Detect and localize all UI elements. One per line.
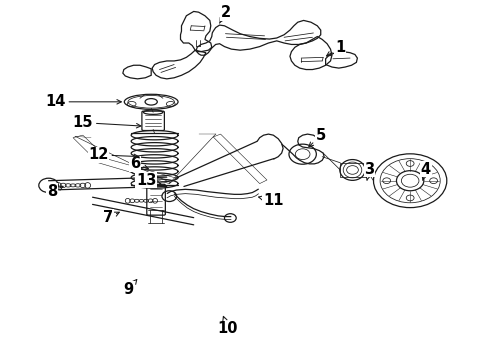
- Text: 1: 1: [326, 40, 345, 56]
- Text: 14: 14: [45, 94, 122, 109]
- Text: 6: 6: [130, 156, 148, 171]
- Text: 15: 15: [73, 115, 141, 130]
- Text: 4: 4: [421, 162, 431, 180]
- Text: 12: 12: [88, 147, 139, 162]
- Text: 11: 11: [259, 193, 284, 208]
- Text: 8: 8: [47, 184, 63, 199]
- Text: 10: 10: [218, 316, 238, 336]
- Text: 13: 13: [136, 172, 161, 188]
- Text: 3: 3: [365, 162, 375, 180]
- Text: 9: 9: [123, 279, 137, 297]
- Text: 2: 2: [220, 5, 230, 23]
- Text: 7: 7: [103, 210, 119, 225]
- Text: 5: 5: [309, 128, 326, 147]
